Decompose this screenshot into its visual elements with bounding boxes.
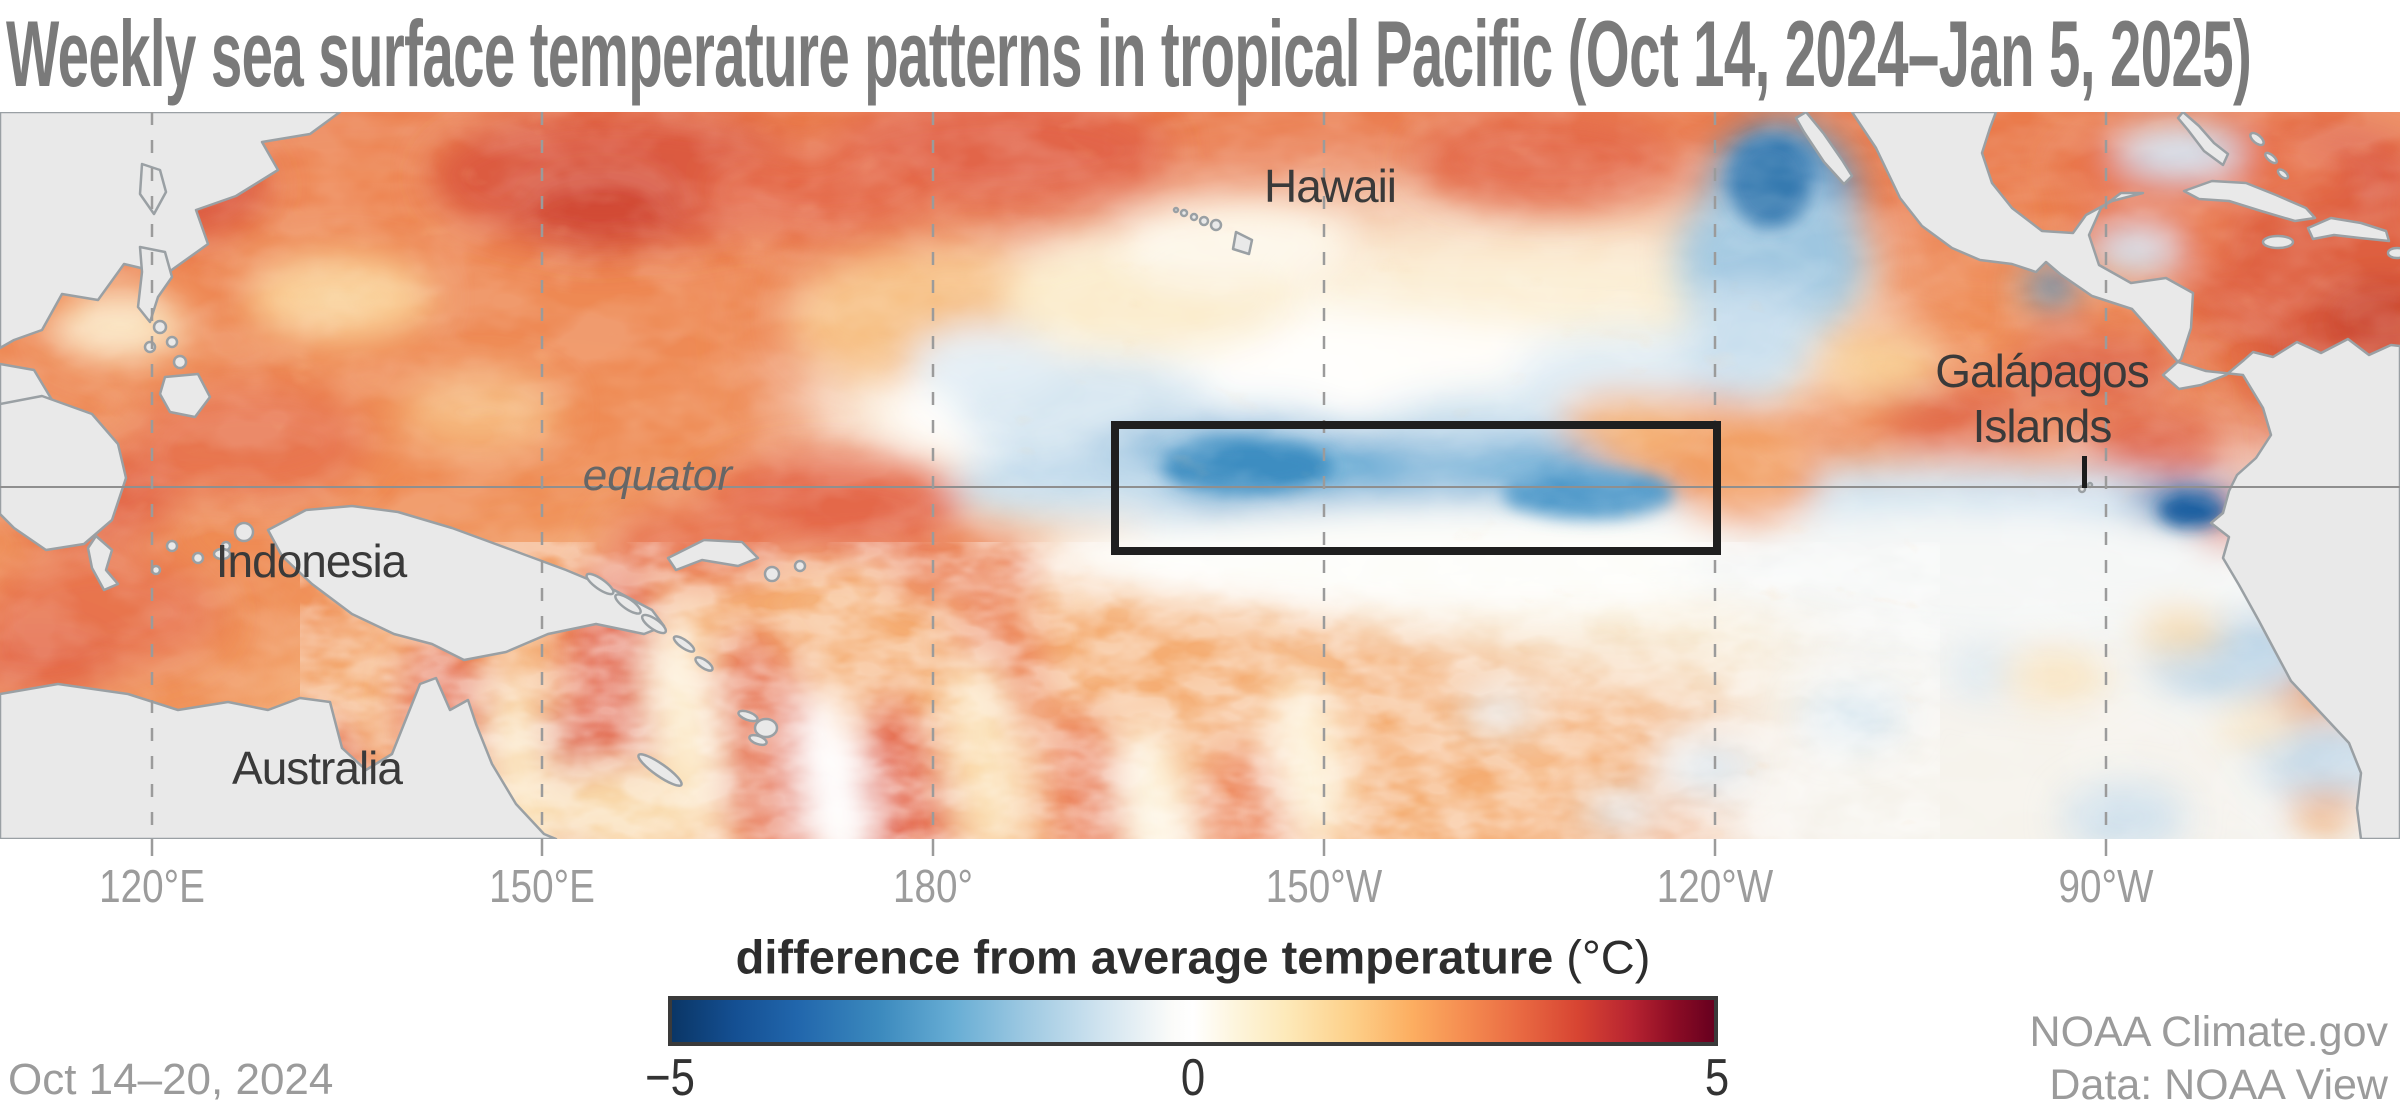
lon-label-90w: 90°W [2050, 859, 2163, 913]
label-galapagos-line1: Galápagos [1935, 345, 2149, 397]
label-hawaii: Hawaii [1263, 160, 1397, 212]
lon-label-150e-text: 150°E [489, 860, 595, 912]
lon-label-180: 180° [885, 859, 980, 913]
label-equator: equator [582, 451, 732, 500]
sst-anomaly-map [0, 112, 2400, 856]
colorbar-title-text: difference from average temperature [735, 930, 1554, 984]
colorbar-max-text: 5 [1704, 1049, 1730, 1107]
sst-field [0, 112, 2400, 839]
credit-source: NOAA Climate.gov [2029, 1008, 2388, 1056]
label-galapagos-line2: Islands [1972, 400, 2113, 452]
colorbar-min-label: −5 [640, 1048, 699, 1108]
nino34-region-box [1111, 421, 1721, 555]
lon-label-120e-text: 120°E [99, 860, 205, 912]
colorbar-max-label: 5 [1703, 1048, 1732, 1108]
lon-label-120w: 120°W [1646, 859, 1785, 913]
label-galapagos: Galápagos Islands [1935, 344, 2149, 454]
colorbar-min-text: −5 [645, 1049, 695, 1107]
lon-label-150w-text: 150°W [1265, 860, 1383, 912]
lon-label-150e: 150°E [479, 859, 605, 913]
colorbar-title-unit: (°C) [1553, 930, 1651, 984]
colorbar-mid-text: 0 [1180, 1049, 1206, 1107]
colorbar [668, 996, 1718, 1046]
lon-label-120w-text: 120°W [1656, 860, 1774, 912]
credits: NOAA Climate.gov Data: NOAA View [2030, 1006, 2388, 1111]
page-title: Weekly sea surface temperature patterns … [6, 1, 2252, 106]
land-masses [0, 112, 2400, 839]
label-australia: Australia [232, 742, 403, 794]
label-indonesia: Indonesia [215, 535, 407, 587]
galapagos-pointer-tick [2082, 456, 2087, 488]
lon-label-150w: 150°W [1255, 859, 1394, 913]
lon-label-120e: 120°E [89, 859, 215, 913]
colorbar-title: difference from average temperature (°C) [736, 930, 1651, 985]
frame-date: Oct 14–20, 2024 [8, 1055, 334, 1104]
lon-label-90w-text: 90°W [2058, 860, 2154, 912]
longitude-gridlines [150, 112, 2108, 856]
lon-label-180-text: 180° [893, 860, 973, 912]
colorbar-mid-label: 0 [1179, 1048, 1208, 1108]
credit-data: Data: NOAA View [2049, 1061, 2388, 1109]
